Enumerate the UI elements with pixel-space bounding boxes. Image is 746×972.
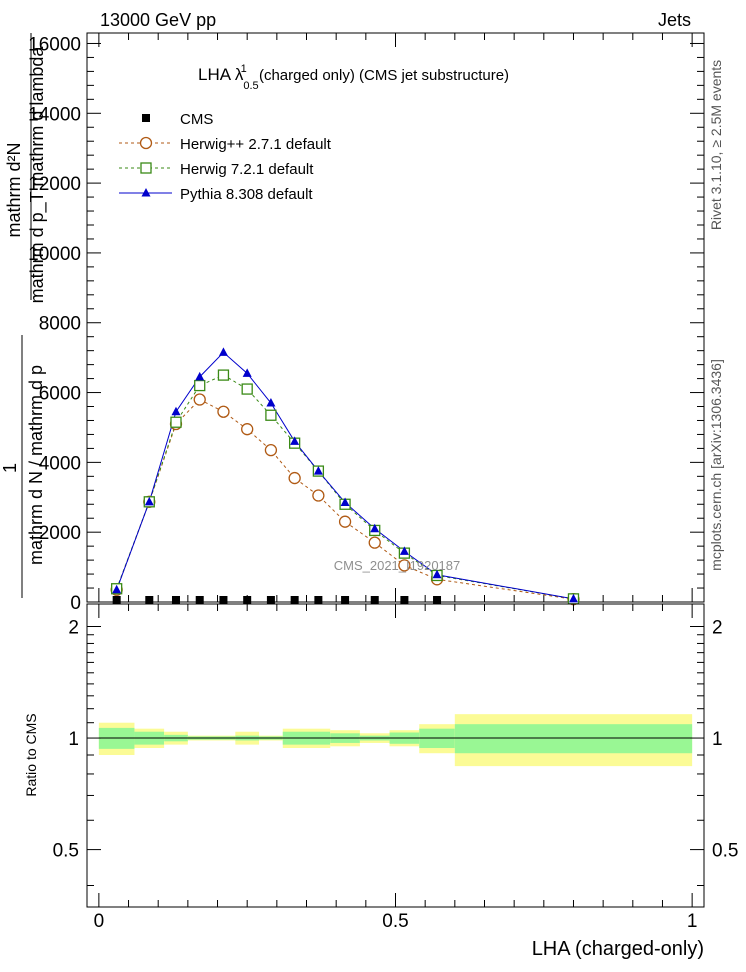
legend-marker (142, 114, 150, 122)
ratio-ylabel: Ratio to CMS (23, 713, 39, 796)
data-point (399, 546, 409, 555)
ratio-y-tick-label: 2 (68, 617, 79, 638)
data-point (433, 596, 442, 604)
data-point (341, 596, 350, 604)
legend-label: CMS (180, 111, 213, 128)
ratio-y-tick-label-right: 2 (712, 617, 723, 638)
data-point (219, 596, 228, 604)
data-point (242, 368, 252, 377)
x-tick-label: 0.5 (382, 911, 408, 932)
data-point (243, 596, 252, 604)
legend-label: Pythia 8.308 default (180, 186, 313, 203)
chart-title-prefix: LHA λ (198, 65, 244, 84)
ylabel-top: 1 (0, 463, 20, 473)
ratio-inner-band (454, 724, 693, 754)
ratio-bands (98, 714, 693, 767)
data-point (290, 596, 299, 604)
main-ylabel: mathrm d²N mathrm d p_T mathrm d lambda … (0, 33, 48, 598)
chart-title-sup: 1 (241, 63, 247, 75)
rivet-label: Rivet 3.1.10, ≥ 2.5M events (708, 60, 724, 230)
data-point (217, 405, 230, 418)
data-point (266, 398, 276, 407)
data-point (370, 523, 380, 533)
x-tick-label: 0 (94, 911, 105, 932)
ylabel-numerator: mathrm d²N (4, 142, 24, 237)
legend: CMS Herwig++ 2.7.1 default Herwig 7.2.1 de… (119, 111, 332, 203)
data-point (145, 596, 154, 604)
header-right: Jets (658, 10, 691, 30)
chart-title-suffix: (charged only) (CMS jet substructure) (255, 67, 509, 84)
chart-title: LHA λ0.5 1 (charged only) (CMS jet substr… (198, 63, 509, 92)
legend-marker (139, 136, 153, 150)
data-point (241, 423, 254, 436)
legend-label: Herwig 7.2.1 default (180, 161, 314, 178)
x-axis-label: LHA (charged-only) (532, 938, 704, 960)
data-point (112, 596, 121, 604)
header-left: 13000 GeV pp (100, 10, 216, 30)
ratio-y-tick-label: 0.5 (53, 841, 79, 862)
data-point (288, 471, 301, 485)
ratio-y-tick-label-right: 0.5 (712, 841, 738, 862)
main-axis-ticks (87, 33, 704, 603)
data-point (338, 515, 352, 528)
watermark: CMS_2021_I1920187 (334, 558, 461, 573)
x-tick-label: 1 (687, 911, 698, 932)
data-point (340, 497, 350, 507)
y-tick-label: 2000 (39, 523, 81, 544)
data-point (241, 383, 253, 395)
ylabel-ratio-text: mathrm d N / mathrm d p (26, 365, 46, 565)
data-point (314, 596, 323, 604)
data-point (171, 596, 180, 604)
data-point (112, 584, 122, 594)
ratio-ytick-labels: 0.5 0.5 1 1 2 2 (53, 617, 739, 861)
data-point (313, 466, 323, 475)
data-point (193, 393, 206, 406)
data-point (194, 379, 206, 392)
y-tick-label: 16000 (28, 34, 81, 55)
y-tick-label: 6000 (39, 384, 81, 405)
y-tick-label: 8000 (39, 314, 81, 335)
data-point (218, 347, 228, 356)
ylabel-denominator: mathrm d p_T mathrm d lambda (27, 46, 48, 304)
series-markers (110, 347, 580, 606)
xtick-labels: 0 0.5 1 (94, 911, 698, 932)
data-point (432, 569, 442, 579)
y-tick-label: 14000 (28, 104, 81, 125)
chart-title-sub: 0.5 (243, 80, 258, 92)
data-point (568, 593, 578, 603)
data-point (170, 416, 182, 428)
ratio-axis-ticks (87, 604, 704, 907)
y-tick-label: 10000 (28, 244, 81, 265)
y-tick-label: 4000 (39, 453, 81, 474)
data-point (266, 596, 275, 604)
legend-label: Herwig++ 2.7.1 default (180, 136, 332, 153)
data-point (195, 371, 205, 381)
data-point (264, 444, 278, 457)
main-ytick-labels: 0 2000 4000 6000 8000 10000 12000 14000 16000 (28, 34, 81, 614)
data-point (171, 406, 181, 416)
data-point (398, 559, 411, 572)
y-tick-label: 0 (70, 593, 81, 614)
data-point (312, 489, 325, 502)
data-point (217, 369, 230, 381)
data-point (195, 596, 204, 604)
mcplots-label: mcplots.cern.ch [arXiv:1306.3436] (708, 359, 724, 571)
ratio-y-tick-label: 1 (68, 729, 79, 750)
legend-marker (141, 188, 151, 197)
data-point (370, 596, 379, 604)
data-point (368, 536, 381, 549)
ratio-y-tick-label-right: 1 (712, 729, 723, 750)
data-point (265, 409, 277, 421)
y-tick-label: 12000 (28, 174, 81, 195)
data-point (290, 436, 300, 445)
data-point (400, 596, 409, 604)
legend-marker (140, 162, 152, 174)
data-point (144, 496, 154, 506)
